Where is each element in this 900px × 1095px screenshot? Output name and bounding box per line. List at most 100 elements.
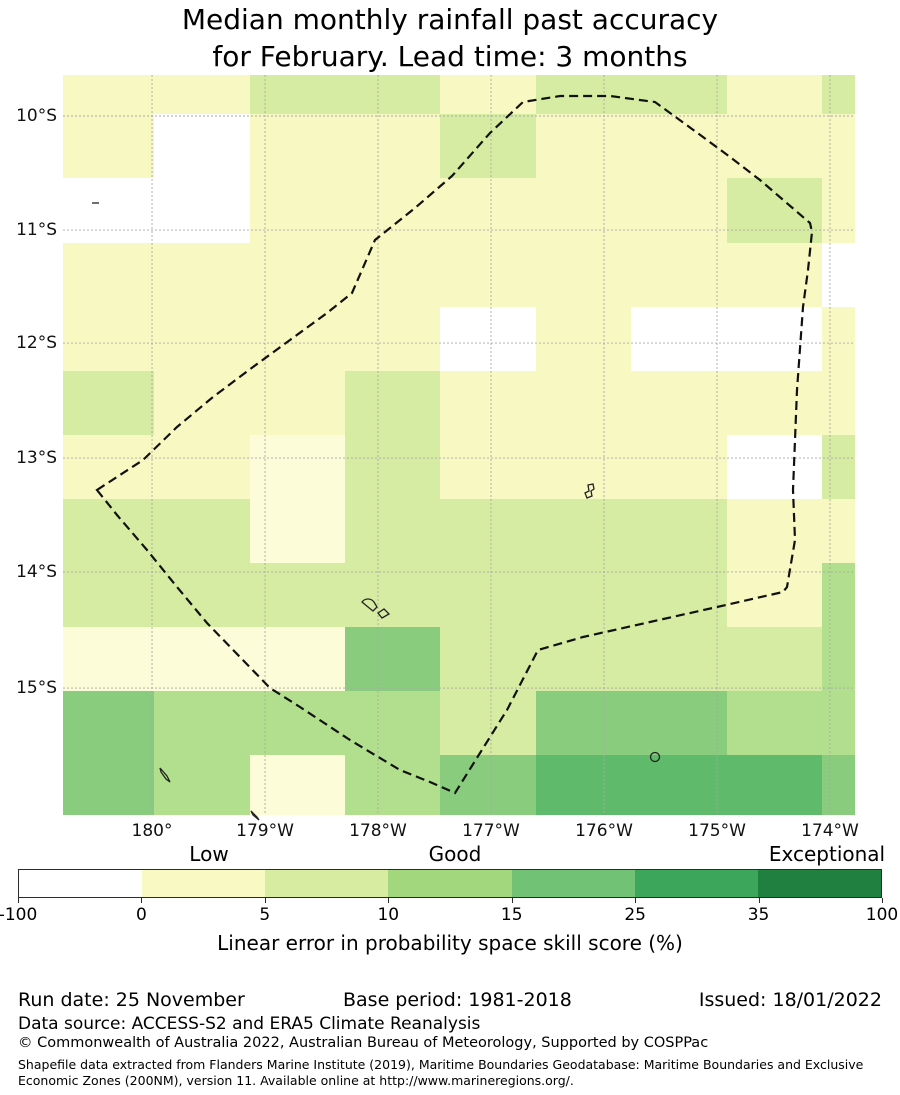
grid-cell	[439, 755, 536, 815]
grid-cell	[821, 114, 855, 178]
grid-cell	[63, 499, 155, 564]
grid-cell	[154, 434, 250, 499]
grid-cell	[821, 177, 855, 243]
grid-cell	[344, 499, 440, 564]
grid-cell	[630, 499, 727, 564]
grid-cell	[154, 627, 250, 691]
grid-cell	[821, 499, 855, 564]
grid-cell	[154, 690, 250, 756]
grid-cell	[535, 690, 631, 756]
colorbar-tick	[18, 898, 19, 903]
colorbar-segment	[388, 870, 512, 897]
colorbar-label-good: Good	[428, 842, 482, 866]
grid-cell	[630, 434, 727, 499]
grid-cell	[821, 307, 855, 371]
grid-cell	[726, 434, 822, 499]
grid-cell	[63, 177, 155, 243]
grid-cell	[154, 307, 250, 371]
grid-cell	[344, 627, 440, 691]
island-outline	[159, 767, 171, 783]
grid-cell	[535, 371, 631, 435]
colorbar-tick	[141, 898, 143, 903]
grid-cell	[154, 114, 250, 178]
grid-cell	[344, 307, 440, 371]
colorbar-tick-label: 35	[747, 905, 770, 925]
grid-cell	[63, 627, 155, 691]
grid-cell	[535, 755, 631, 815]
colorbar-label-exceptional: Exceptional	[768, 842, 886, 866]
grid-cell	[63, 114, 155, 178]
grid-cell	[344, 690, 440, 756]
grid-cell	[439, 177, 536, 243]
grid-cell	[439, 307, 536, 371]
grid-cell	[630, 177, 727, 243]
grid-cell	[439, 690, 536, 756]
colorbar-tick-label: 100	[865, 905, 899, 925]
grid-cell	[439, 434, 536, 499]
island-outline	[250, 810, 260, 821]
grid-cell	[726, 499, 822, 564]
grid-cell	[726, 242, 822, 308]
grid-cell	[249, 499, 345, 564]
colorbar-label-low: Low	[189, 842, 229, 866]
chart-title-line1: Median monthly rainfall past accuracy	[181, 3, 719, 36]
grid-cell	[249, 75, 345, 115]
grid-cell	[249, 755, 345, 815]
colorbar-tick-label: -100	[0, 905, 38, 925]
colorbar-segment	[265, 870, 389, 897]
grid-cell	[630, 690, 727, 756]
grid-cell	[154, 177, 250, 243]
grid-cell	[821, 75, 855, 115]
colorbar-segment	[142, 870, 266, 897]
grid-cell	[249, 563, 345, 628]
y-tick-label: 12°S	[16, 333, 57, 354]
colorbar-title: Linear error in probability space skill …	[217, 931, 683, 955]
grid-cell	[630, 242, 727, 308]
grid-cell	[726, 755, 822, 815]
grid-cell	[344, 114, 440, 178]
grid-cell	[63, 563, 155, 628]
x-tick-label: 176°W	[575, 821, 633, 841]
grid-cell	[535, 434, 631, 499]
footer-issued: Issued: 18/01/2022	[698, 989, 882, 1011]
grid-cell	[535, 242, 631, 308]
grid-cell	[63, 242, 155, 308]
grid-cell	[344, 75, 440, 115]
grid-cell	[63, 371, 155, 435]
colorbar-tick	[264, 898, 266, 903]
grid-cell	[439, 627, 536, 691]
x-tick-label: 180°	[131, 821, 173, 841]
grid-cell	[439, 114, 536, 178]
grid-cell	[630, 755, 727, 815]
footer-shapefile-note: Shapefile data extracted from Flanders M…	[18, 1057, 864, 1088]
grid-cell	[821, 371, 855, 435]
grid-cell	[249, 114, 345, 178]
grid-cell	[535, 75, 631, 115]
grid-cell	[535, 499, 631, 564]
chart-title-line2: for February. Lead time: 3 months	[212, 40, 688, 73]
island-outline	[377, 608, 391, 619]
grid-cell	[439, 499, 536, 564]
grid-cell	[726, 307, 822, 371]
colorbar-tick	[758, 898, 760, 903]
colorbar-tick	[511, 898, 513, 903]
grid-cell	[630, 371, 727, 435]
x-tick-label: 177°W	[462, 821, 520, 841]
grid-cell	[154, 242, 250, 308]
y-tick-label: 15°S	[16, 678, 57, 699]
grid-cell	[154, 75, 250, 115]
grid-cell	[249, 307, 345, 371]
colorbar-tick-label: 10	[377, 905, 400, 925]
grid-cell	[344, 371, 440, 435]
grid-cell	[154, 563, 250, 628]
grid-cell	[630, 114, 727, 178]
x-tick-label: 178°W	[349, 821, 407, 841]
grid-cell	[535, 114, 631, 178]
colorbar-segment	[511, 870, 635, 897]
footer-run-date: Run date: 25 November	[18, 989, 245, 1011]
y-tick-label: 14°S	[16, 561, 57, 582]
grid-cell	[726, 114, 822, 178]
y-tick-label: 13°S	[16, 448, 57, 469]
grid-cell	[726, 75, 822, 115]
